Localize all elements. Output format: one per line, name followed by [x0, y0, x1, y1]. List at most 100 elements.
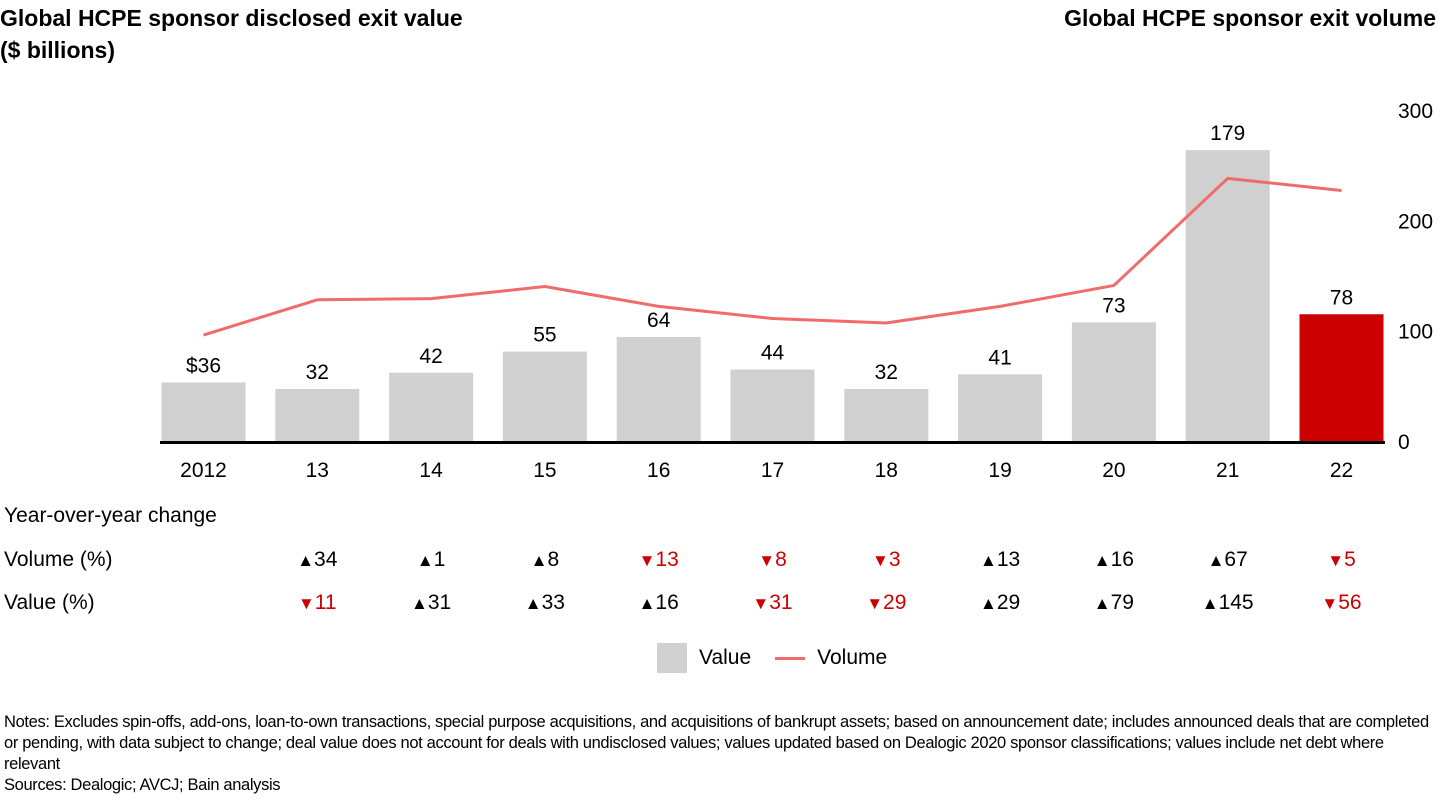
up-triangle-icon: ▲ — [980, 594, 997, 613]
y-tick-100: 100 — [1398, 321, 1433, 344]
y-tick-0: 0 — [1398, 431, 1410, 454]
bar-17 — [730, 369, 815, 441]
yoy-cell-value: 34 — [314, 548, 338, 571]
down-triangle-icon: ▼ — [297, 594, 315, 613]
yoy-cell-21: ▲145 — [1202, 591, 1254, 615]
bar-label-15: 55 — [533, 324, 556, 347]
bar-label-2012: $36 — [186, 355, 221, 378]
bar-label-14: 42 — [419, 345, 442, 368]
footnotes: Notes: Excludes spin-offs, add-ons, loan… — [4, 712, 1440, 796]
legend: Value Volume — [657, 643, 887, 673]
legend-value-label: Value — [699, 646, 752, 669]
legend-value-swatch — [657, 643, 687, 673]
yoy-cell-value: 29 — [996, 591, 1021, 614]
bars-layer — [161, 150, 1384, 441]
sources-text: Sources: Dealogic; AVCJ; Bain analysis — [4, 776, 281, 794]
up-triangle-icon: ▲ — [980, 551, 997, 570]
yoy-cell-20: ▲16 — [1094, 548, 1134, 572]
bar-13 — [275, 389, 360, 441]
yoy-cell-17: ▼8 — [758, 548, 787, 572]
yoy-cell-value: 33 — [541, 591, 565, 614]
yoy-cell-21: ▲67 — [1208, 548, 1248, 572]
x-tick-16: 16 — [647, 459, 670, 482]
x-tick-13: 13 — [306, 459, 329, 482]
yoy-cell-value: 13 — [996, 548, 1021, 571]
bar-label-16: 64 — [647, 309, 671, 332]
up-triangle-icon: ▲ — [416, 551, 434, 570]
bar-label-22: 78 — [1330, 286, 1353, 309]
x-tick-15: 15 — [533, 459, 556, 482]
yoy-cell-value: 3 — [888, 548, 901, 571]
up-triangle-icon: ▲ — [1207, 551, 1225, 570]
yoy-cell-20: ▲79 — [1094, 591, 1134, 615]
up-triangle-icon: ▲ — [1093, 594, 1111, 613]
yoy-cell-22: ▼56 — [1321, 591, 1361, 615]
bar-label-18: 32 — [875, 361, 898, 384]
bar-label-20: 73 — [1102, 294, 1125, 317]
up-triangle-icon: ▲ — [530, 551, 548, 570]
yoy-cell-13: ▲34 — [297, 548, 337, 572]
down-triangle-icon: ▼ — [1321, 594, 1339, 613]
down-triangle-icon: ▼ — [638, 551, 656, 570]
bar-label-13: 32 — [306, 361, 329, 384]
bar-15 — [502, 351, 587, 441]
x-tick-19: 19 — [988, 459, 1011, 482]
chart-title-line1: Global HCPE sponsor disclosed exit value — [0, 5, 463, 31]
y-tick-200: 200 — [1398, 210, 1433, 233]
x-tick-2012: 2012 — [180, 459, 227, 482]
x-tick-20: 20 — [1102, 459, 1125, 482]
yoy-cell-22: ▼5 — [1327, 548, 1356, 572]
yoy-cell-value: 16 — [1110, 548, 1134, 571]
down-triangle-icon: ▼ — [752, 594, 770, 613]
yoy-cell-value: 31 — [769, 591, 793, 614]
up-triangle-icon: ▲ — [638, 594, 656, 613]
x-tick-22: 22 — [1330, 459, 1353, 482]
volume-line — [203, 176, 1342, 337]
bar-14 — [389, 372, 474, 441]
bar-19 — [958, 374, 1043, 441]
down-triangle-icon: ▼ — [758, 551, 776, 570]
chart-title-right: Global HCPE sponsor exit volume — [1064, 5, 1436, 31]
bar-18 — [844, 389, 929, 441]
yoy-cell-14: ▲1 — [417, 548, 446, 572]
yoy-title: Year-over-year change — [4, 504, 217, 527]
x-tick-14: 14 — [419, 459, 443, 482]
bar-22 — [1299, 314, 1384, 441]
yoy-cell-value: 8 — [775, 548, 787, 571]
yoy-cell-19: ▲29 — [980, 591, 1020, 615]
y-tick-300: 300 — [1398, 100, 1433, 123]
yoy-cell-value: 145 — [1218, 591, 1254, 614]
bar-label-21: 179 — [1210, 122, 1245, 145]
bar-label-19: 41 — [988, 346, 1011, 369]
down-triangle-icon: ▼ — [866, 594, 884, 613]
yoy-cell-18: ▼29 — [866, 591, 906, 615]
yoy-cell-value: 31 — [427, 591, 452, 614]
chart-plot: $36 32 42 55 64 44 32 41 73 179 78 2012 13 14 15 16 17 1… — [160, 100, 1433, 482]
yoy-cell-value: 1 — [433, 548, 446, 571]
yoy-cell-value: 16 — [655, 591, 679, 614]
down-triangle-icon: ▼ — [1327, 551, 1345, 570]
legend-volume-label: Volume — [817, 646, 888, 669]
yoy-row-label: Volume (%) — [4, 548, 113, 571]
notes-text: Notes: Excludes spin-offs, add-ons, loan… — [4, 713, 1429, 773]
bar-21 — [1185, 150, 1270, 441]
yoy-cell-13: ▼11 — [298, 591, 337, 615]
x-tick-21: 21 — [1216, 459, 1239, 482]
yoy-cell-value: 67 — [1224, 548, 1248, 571]
legend-volume-line — [775, 656, 806, 660]
yoy-cell-17: ▼31 — [752, 591, 792, 615]
yoy-cell-19: ▲13 — [980, 548, 1020, 572]
x-tick-17: 17 — [761, 459, 784, 482]
yoy-cell-16: ▲16 — [639, 591, 679, 615]
bar-20 — [1071, 322, 1156, 441]
up-triangle-icon: ▲ — [411, 594, 428, 613]
up-triangle-icon: ▲ — [1201, 594, 1219, 613]
x-tick-labels: 2012 13 14 15 16 17 18 19 20 21 22 — [180, 459, 1353, 482]
yoy-cell-15: ▲33 — [525, 591, 565, 615]
yoy-cell-value: 5 — [1344, 548, 1356, 571]
bar-2012 — [161, 382, 246, 441]
yoy-cell-value: 29 — [883, 591, 907, 614]
yoy-cell-value: 56 — [1338, 591, 1362, 614]
yoy-cell-value: 79 — [1110, 591, 1134, 614]
right-y-tick-labels: 0 100 200 300 — [1398, 100, 1433, 454]
